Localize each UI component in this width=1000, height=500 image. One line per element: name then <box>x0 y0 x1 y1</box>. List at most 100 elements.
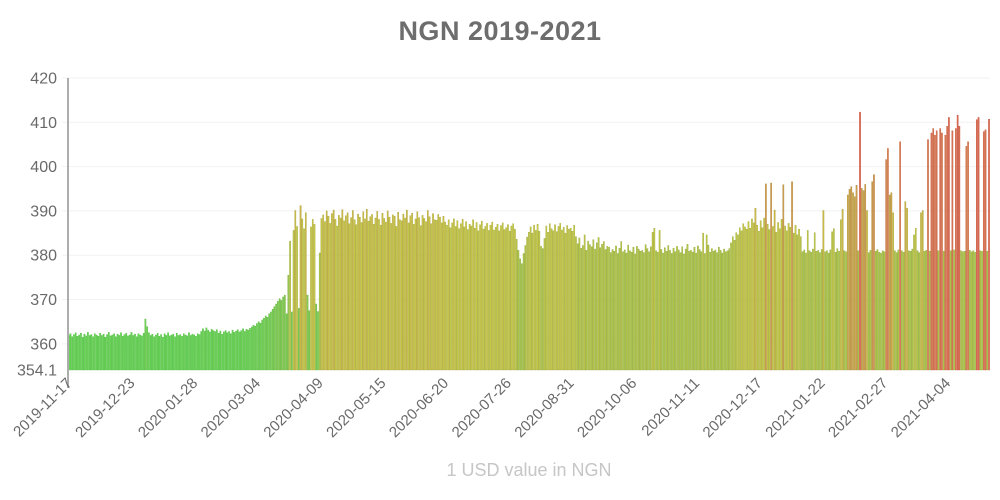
bar[interactable] <box>780 219 783 371</box>
bar[interactable] <box>759 220 762 371</box>
bar[interactable] <box>116 333 119 371</box>
bar[interactable] <box>108 332 110 371</box>
bar[interactable] <box>115 336 117 371</box>
bar[interactable] <box>507 224 509 371</box>
bar[interactable] <box>102 333 105 371</box>
bar[interactable] <box>491 221 494 371</box>
bar[interactable] <box>672 247 675 371</box>
bar[interactable] <box>463 226 466 371</box>
bar[interactable] <box>632 247 635 371</box>
bar[interactable] <box>965 146 968 371</box>
bar[interactable] <box>517 250 520 371</box>
bar[interactable] <box>484 226 487 371</box>
bar[interactable] <box>374 217 377 371</box>
bar[interactable] <box>184 334 187 371</box>
bar[interactable] <box>221 333 223 371</box>
bar[interactable] <box>599 247 602 371</box>
bar[interactable] <box>562 227 565 371</box>
bar[interactable] <box>906 208 908 371</box>
bar[interactable] <box>737 234 739 371</box>
bar[interactable] <box>350 217 352 371</box>
bar[interactable] <box>895 252 898 371</box>
bar[interactable] <box>820 249 823 371</box>
bar[interactable] <box>453 218 455 371</box>
bar[interactable] <box>336 225 338 371</box>
bar[interactable] <box>404 217 406 371</box>
bar[interactable] <box>216 329 218 371</box>
bar[interactable] <box>92 336 94 371</box>
bar[interactable] <box>559 223 562 371</box>
bar[interactable] <box>442 216 445 371</box>
bar[interactable] <box>616 253 619 371</box>
bar[interactable] <box>209 331 211 371</box>
bar[interactable] <box>601 243 603 371</box>
bar[interactable] <box>299 205 302 371</box>
bar[interactable] <box>948 117 950 371</box>
bar[interactable] <box>271 309 274 371</box>
bar[interactable] <box>519 258 521 371</box>
bar[interactable] <box>799 236 802 371</box>
bar[interactable] <box>550 228 553 371</box>
bar[interactable] <box>547 232 549 371</box>
bar[interactable] <box>684 248 687 371</box>
bar[interactable] <box>841 208 844 371</box>
bar[interactable] <box>156 333 159 371</box>
bar[interactable] <box>557 226 560 371</box>
bar[interactable] <box>264 315 267 371</box>
bar[interactable] <box>969 250 971 371</box>
bar[interactable] <box>690 250 692 371</box>
bar[interactable] <box>775 232 778 371</box>
bar[interactable] <box>73 334 75 371</box>
bar[interactable] <box>83 333 86 371</box>
bar[interactable] <box>120 332 122 371</box>
bar[interactable] <box>243 331 246 371</box>
bar[interactable] <box>322 214 325 371</box>
bar[interactable] <box>590 246 593 371</box>
bar[interactable] <box>475 222 478 371</box>
bar[interactable] <box>538 231 541 371</box>
bar[interactable] <box>278 298 281 371</box>
bar[interactable] <box>74 332 77 371</box>
bar[interactable] <box>202 328 204 371</box>
bar[interactable] <box>942 251 945 371</box>
bar[interactable] <box>754 208 757 371</box>
bar[interactable] <box>723 248 725 371</box>
bar[interactable] <box>803 249 806 371</box>
bar[interactable] <box>160 334 162 371</box>
bar[interactable] <box>735 232 738 371</box>
bar[interactable] <box>934 134 936 371</box>
bar[interactable] <box>745 228 748 371</box>
bar[interactable] <box>665 251 668 371</box>
bar[interactable] <box>676 246 678 371</box>
bar[interactable] <box>352 210 354 371</box>
bar[interactable] <box>298 308 300 371</box>
bar[interactable] <box>569 228 572 371</box>
bar[interactable] <box>287 275 290 371</box>
bar[interactable] <box>592 239 595 371</box>
bar[interactable] <box>282 296 284 371</box>
bar[interactable] <box>819 252 821 371</box>
bar[interactable] <box>521 263 523 371</box>
bar[interactable] <box>134 333 136 371</box>
bar[interactable] <box>707 244 710 371</box>
bar[interactable] <box>697 245 699 371</box>
bar[interactable] <box>130 332 133 371</box>
bar[interactable] <box>200 331 202 371</box>
bar[interactable] <box>217 333 220 371</box>
bar[interactable] <box>174 336 176 371</box>
bar[interactable] <box>751 218 753 371</box>
bar[interactable] <box>170 334 173 371</box>
bar[interactable] <box>233 332 236 371</box>
bar[interactable] <box>338 215 340 371</box>
bar[interactable] <box>683 253 685 371</box>
bar[interactable] <box>890 192 893 371</box>
bar[interactable] <box>378 219 380 371</box>
bar[interactable] <box>203 330 206 371</box>
bar[interactable] <box>597 237 600 371</box>
bar[interactable] <box>681 246 684 371</box>
bar[interactable] <box>245 329 248 371</box>
bar[interactable] <box>498 230 501 371</box>
bar[interactable] <box>930 132 933 371</box>
bar[interactable] <box>106 334 108 371</box>
